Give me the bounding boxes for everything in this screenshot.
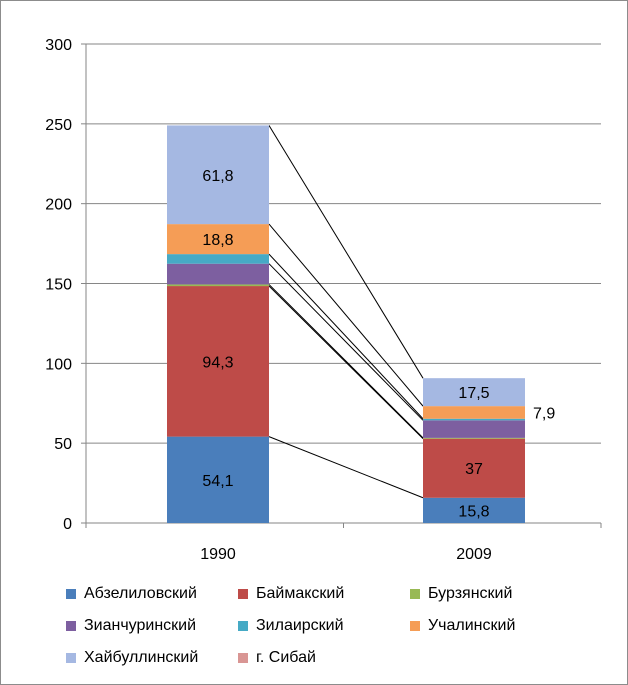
connector-line bbox=[268, 223, 424, 407]
bar-segment bbox=[423, 420, 525, 438]
bar-segment bbox=[423, 438, 525, 498]
legend-label: г. Сибай bbox=[256, 649, 316, 666]
legend-row: Абзелиловский Баймакский Бурзянский bbox=[66, 578, 586, 610]
y-tick-label: 200 bbox=[45, 197, 72, 214]
legend-swatch bbox=[238, 653, 248, 663]
data-label: 7,9 bbox=[533, 405, 555, 422]
bar-segment bbox=[423, 418, 525, 421]
legend-swatch bbox=[66, 621, 76, 631]
legend-entry: Баймакский bbox=[238, 585, 410, 603]
bar-segment bbox=[423, 406, 525, 419]
data-label: 54,1 bbox=[202, 473, 233, 490]
connector-line bbox=[268, 285, 424, 440]
data-label: 17,5 bbox=[458, 385, 489, 402]
data-label: 94,3 bbox=[202, 354, 233, 371]
y-tick-label: 150 bbox=[45, 277, 72, 294]
connector-line bbox=[268, 125, 424, 379]
data-label: 61,8 bbox=[202, 168, 233, 185]
legend-label: Абзелиловский bbox=[84, 585, 197, 602]
bar-segment bbox=[167, 286, 269, 437]
y-tick-label: 250 bbox=[45, 117, 72, 134]
legend-label: Хайбуллинский bbox=[84, 649, 199, 666]
legend-entry: Бурзянский bbox=[410, 585, 582, 603]
legend: Абзелиловский Баймакский Бурзянский Зианчур… bbox=[66, 578, 586, 674]
legend-swatch bbox=[410, 589, 420, 599]
data-labels: 54,1 15,8 94,3 37 18,8 7,9 61,8 17,5 bbox=[202, 168, 555, 521]
connector-lines bbox=[268, 125, 424, 499]
legend-swatch bbox=[410, 621, 420, 631]
bar-segment bbox=[167, 224, 269, 255]
legend-row: Хайбуллинский г. Сибай bbox=[66, 642, 586, 674]
y-tick-label: 50 bbox=[54, 436, 72, 453]
legend-label: Зианчуринский bbox=[84, 617, 197, 634]
legend-swatch bbox=[66, 653, 76, 663]
legend-label: Баймакский bbox=[256, 585, 345, 602]
data-label: 18,8 bbox=[202, 232, 233, 249]
legend-label: Зилаирский bbox=[256, 617, 344, 634]
bar-segment bbox=[423, 497, 525, 523]
legend-entry: Хайбуллинский bbox=[66, 649, 238, 667]
x-tick-label: 1990 bbox=[200, 546, 236, 563]
bar-segment bbox=[167, 125, 269, 225]
data-label: 37 bbox=[465, 461, 483, 478]
legend-swatch bbox=[66, 589, 76, 599]
connector-line bbox=[268, 436, 424, 499]
bar-segment bbox=[167, 263, 269, 285]
y-tick-label: 0 bbox=[63, 516, 72, 533]
bar-segment bbox=[167, 254, 269, 264]
legend-entry: г. Сибай bbox=[238, 649, 410, 667]
legend-entry: Учалинский bbox=[410, 617, 582, 635]
x-tick-label: 2009 bbox=[456, 546, 492, 563]
y-tick-label: 100 bbox=[45, 356, 72, 373]
bar-segment bbox=[423, 378, 525, 407]
legend-label: Бурзянский bbox=[428, 585, 513, 602]
connector-line bbox=[268, 284, 424, 439]
legend-swatch bbox=[238, 621, 248, 631]
bars bbox=[167, 125, 525, 523]
axes: 0 50 100 150 200 250 300 1990 2009 bbox=[45, 37, 602, 563]
connector-line bbox=[268, 263, 424, 421]
bar-segment bbox=[167, 284, 269, 287]
y-tick-label: 300 bbox=[45, 37, 72, 54]
legend-entry: Зианчуринский bbox=[66, 617, 238, 635]
legend-entry: Абзелиловский bbox=[66, 585, 238, 603]
legend-row: Зианчуринский Зилаирский Учалинский bbox=[66, 610, 586, 642]
legend-label: Учалинский bbox=[428, 617, 516, 634]
connector-line bbox=[268, 253, 424, 420]
bar-segment bbox=[423, 437, 525, 439]
legend-entry: Зилаирский bbox=[238, 617, 410, 635]
data-label: 15,8 bbox=[458, 503, 489, 520]
bar-segment bbox=[167, 436, 269, 523]
legend-swatch bbox=[238, 589, 248, 599]
